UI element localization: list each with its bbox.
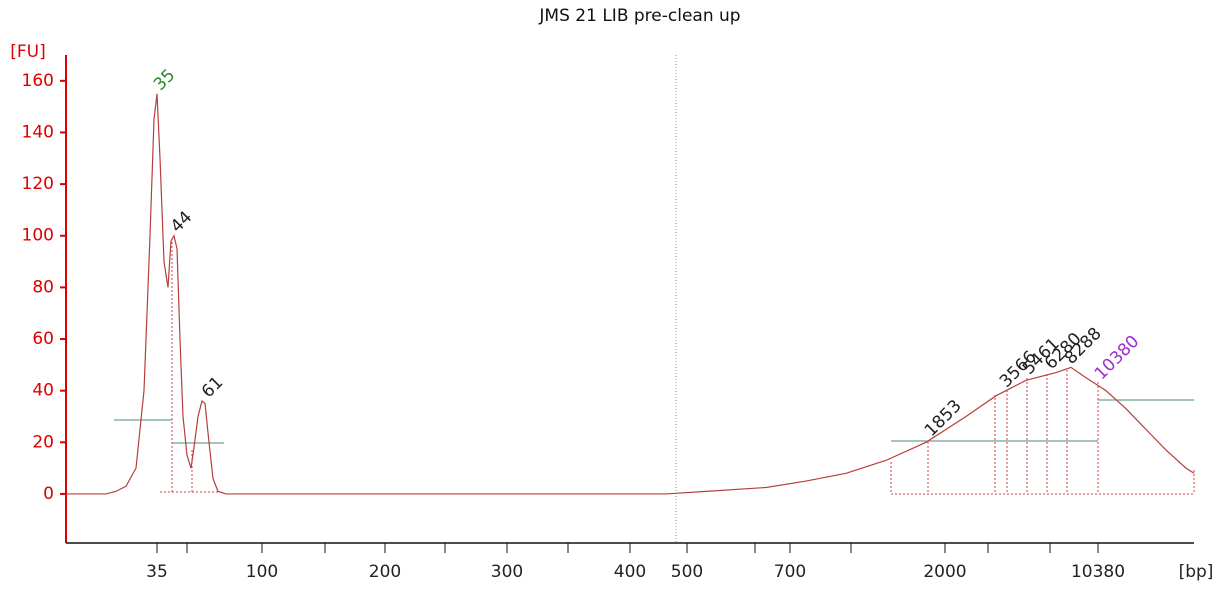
x-tick-label: 2000 bbox=[923, 562, 966, 582]
chart-title: JMS 21 LIB pre-clean up bbox=[538, 6, 740, 26]
y-tick-label: 100 bbox=[22, 226, 54, 246]
y-tick-label: 80 bbox=[32, 277, 54, 297]
x-axis-label: [bp] bbox=[1179, 562, 1214, 582]
y-tick-label: 60 bbox=[32, 329, 54, 349]
x-tick-label: 400 bbox=[614, 562, 646, 582]
baselines bbox=[114, 399, 1194, 444]
x-tick-label: 200 bbox=[369, 562, 401, 582]
y-tick-label: 140 bbox=[22, 122, 54, 142]
x-tick-label: 300 bbox=[491, 562, 523, 582]
x-tick-label: 100 bbox=[246, 562, 278, 582]
peak-label: 1853 bbox=[921, 396, 966, 441]
peak-label: 44 bbox=[167, 207, 196, 236]
peak-label: 35 bbox=[150, 65, 179, 94]
x-tick-label: 35 bbox=[146, 562, 168, 582]
y-tick-label: 0 bbox=[43, 484, 54, 504]
x-tick-label: 700 bbox=[774, 562, 806, 582]
y-tick-label: 20 bbox=[32, 432, 54, 452]
y-tick-label: 160 bbox=[22, 71, 54, 91]
peak-bounds bbox=[160, 240, 1195, 495]
y-axis-label: [FU] bbox=[10, 42, 46, 62]
x-tick-label: 10380 bbox=[1071, 562, 1125, 582]
x-tick-label: 500 bbox=[671, 562, 703, 582]
y-tick-label: 120 bbox=[22, 174, 54, 194]
trace bbox=[66, 93, 1195, 495]
peak-label: 61 bbox=[198, 373, 227, 402]
y-tick-label: 40 bbox=[32, 381, 54, 401]
